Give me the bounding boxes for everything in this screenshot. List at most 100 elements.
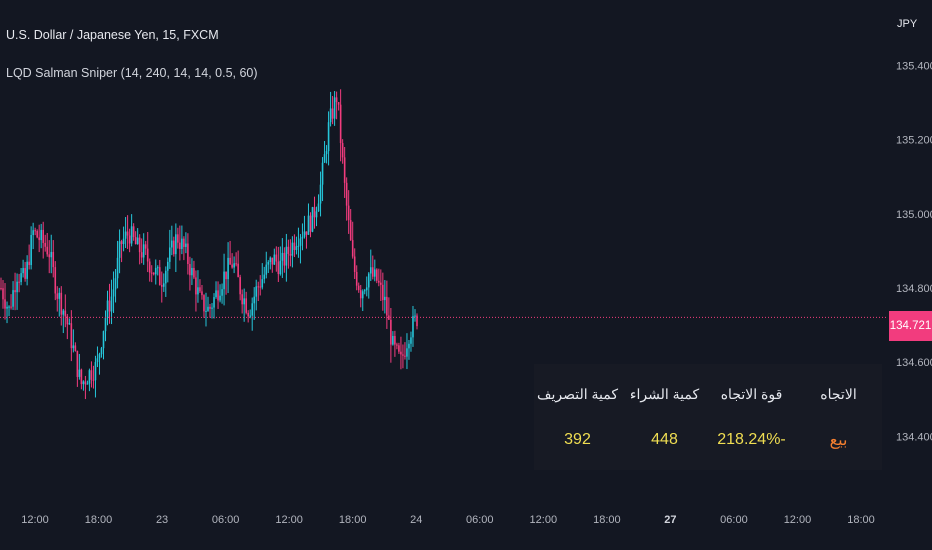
candle-body — [317, 203, 320, 212]
candle-body — [398, 345, 400, 352]
candle-body — [386, 296, 388, 316]
candle-body — [40, 229, 42, 241]
candle-body — [32, 230, 34, 236]
candle-body — [150, 272, 153, 274]
candle-body — [221, 289, 223, 296]
candle-body — [351, 240, 354, 257]
candle-body — [347, 205, 350, 221]
candle-body — [355, 271, 358, 286]
candle-body — [367, 273, 370, 288]
candle-body — [406, 348, 408, 357]
header-buy-volume: كمية الشراء — [629, 385, 700, 402]
candle-body — [285, 246, 288, 266]
candle-body — [341, 143, 344, 158]
candle-body — [132, 226, 135, 238]
candle-body — [197, 287, 199, 295]
candle-body — [408, 343, 410, 349]
candle-body — [259, 286, 262, 288]
candle-body — [253, 296, 256, 304]
candle-body — [396, 344, 398, 346]
candle-body — [281, 252, 284, 261]
x-tick-label: 18:00 — [593, 514, 621, 526]
candle-body — [175, 234, 177, 255]
candle-body — [380, 282, 382, 285]
candle-body — [130, 226, 133, 244]
candle-body — [217, 290, 219, 301]
candle-body — [66, 316, 69, 325]
header-trend-strength: قوة الاتجاه — [720, 385, 783, 402]
candle-body — [207, 306, 209, 311]
candle-body — [309, 215, 312, 232]
candle-body — [203, 295, 205, 312]
value-buy-volume: 448 — [651, 431, 678, 448]
candle-body — [227, 257, 229, 280]
candle-body — [12, 290, 14, 307]
candle-body — [365, 287, 368, 291]
candle-body — [106, 300, 109, 318]
symbol-title[interactable]: U.S. Dollar / Japanese Yen, 15, FXCM — [6, 28, 219, 42]
x-tick-label: 18:00 — [339, 514, 367, 526]
candle-body — [251, 303, 254, 316]
candle-body — [152, 272, 155, 275]
candle-body — [26, 261, 28, 279]
candle-body — [167, 261, 169, 271]
candle-body — [100, 348, 103, 355]
candle-body — [16, 281, 18, 293]
candle-body — [402, 354, 404, 356]
candle-body — [255, 286, 258, 297]
candle-body — [108, 300, 111, 312]
candle-body — [160, 285, 163, 287]
candle-body — [38, 237, 40, 241]
candle-body — [257, 286, 260, 288]
candle-body — [277, 261, 280, 275]
candle-body — [46, 246, 49, 255]
candle-body — [239, 277, 241, 295]
candle-body — [181, 238, 183, 249]
candle-body — [173, 240, 175, 255]
candle-body — [291, 242, 294, 256]
candle-body — [416, 315, 418, 327]
candle-body — [124, 231, 127, 239]
candle-body — [126, 231, 129, 236]
candle-body — [36, 230, 38, 238]
candle-body — [84, 381, 87, 385]
candle-body — [185, 243, 187, 247]
candle-body — [339, 104, 342, 144]
candle-body — [275, 254, 278, 262]
candle-body — [297, 245, 300, 247]
candle-body — [120, 241, 123, 245]
candle-body — [337, 102, 340, 105]
candle-body — [74, 345, 77, 351]
candle-body — [267, 262, 270, 265]
candle-body — [18, 281, 20, 283]
candle-body — [211, 307, 213, 309]
indicator-label[interactable]: LQD Salman Sniper (14, 240, 14, 14, 0.5,… — [6, 66, 258, 80]
candle-body — [261, 279, 264, 288]
candle-body — [219, 295, 221, 301]
candle-body — [313, 207, 316, 218]
candle-body — [373, 269, 376, 277]
candle-body — [104, 317, 107, 332]
candle-body — [60, 292, 63, 315]
candle-body — [311, 207, 314, 232]
candle-body — [24, 268, 26, 279]
candle-body — [142, 244, 145, 258]
candle-body — [231, 264, 233, 268]
candle-body — [343, 157, 346, 183]
candle-body — [249, 315, 251, 317]
candle-body — [263, 274, 266, 280]
candle-body — [82, 381, 85, 385]
value-trend-strength: -218.24% — [717, 431, 786, 448]
candle-body — [78, 369, 81, 377]
candle-body — [20, 273, 22, 283]
candle-body — [122, 238, 125, 245]
x-tick-label: 27 — [664, 514, 676, 526]
candle-body — [361, 291, 364, 299]
candle-body — [371, 267, 374, 277]
x-tick-label: 06:00 — [212, 514, 240, 526]
candle-body — [293, 242, 296, 250]
candle-body — [321, 162, 324, 185]
candle-body — [412, 316, 414, 338]
candle-body — [209, 306, 211, 309]
